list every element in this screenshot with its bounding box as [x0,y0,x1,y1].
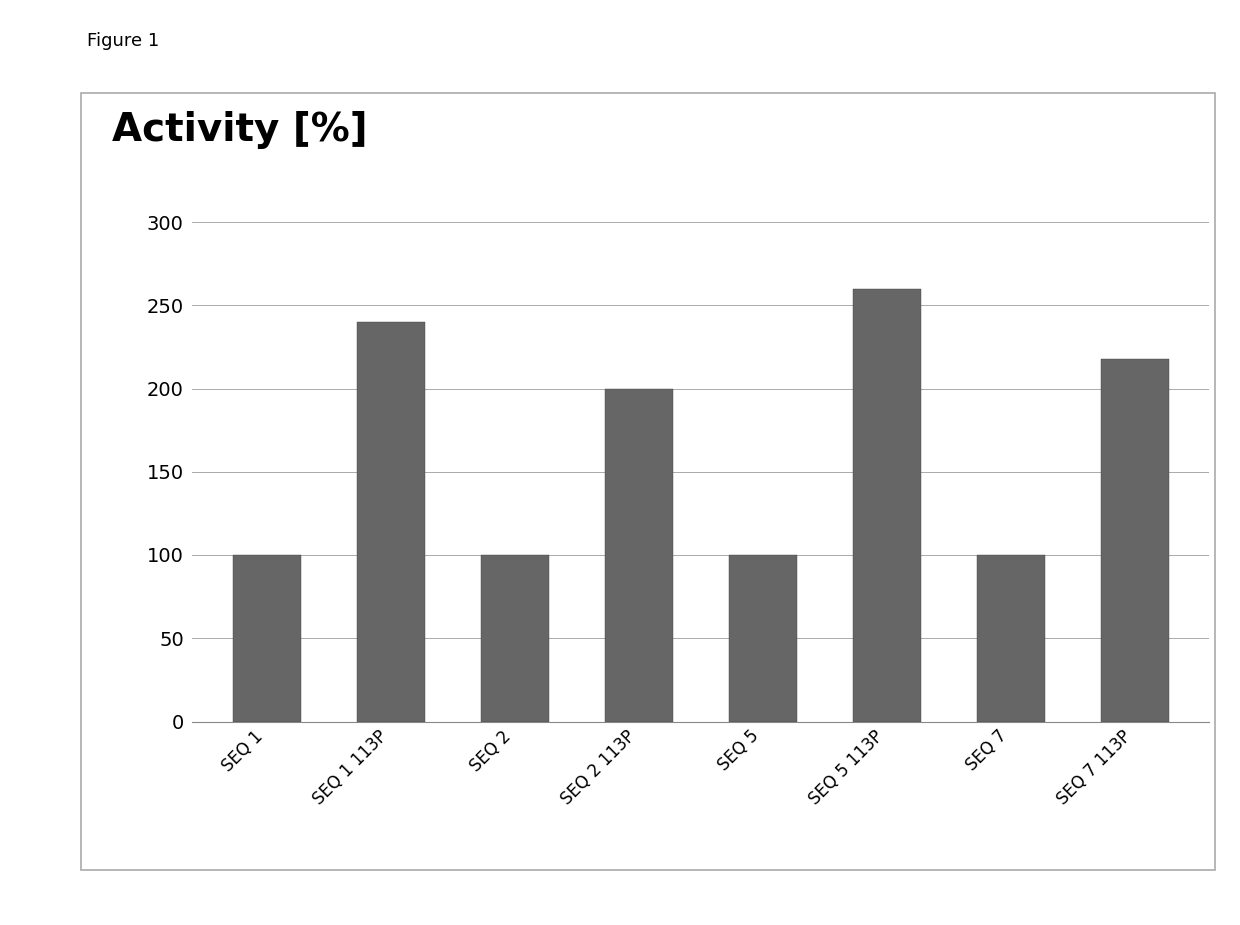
Bar [977,555,1044,722]
Bar [605,388,672,722]
Bar [357,322,424,722]
Text: Figure 1: Figure 1 [87,32,159,50]
Bar [233,555,301,722]
Bar [853,289,920,722]
Text: Activity [%]: Activity [%] [112,111,367,149]
Bar [729,555,797,722]
Bar [1101,359,1168,722]
Bar [481,555,549,722]
